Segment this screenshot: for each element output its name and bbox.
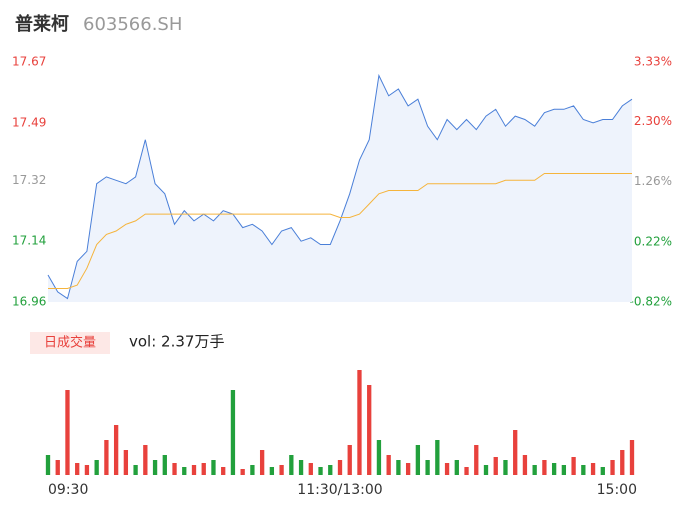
volume-bar [113,425,119,475]
volume-bar [279,465,284,475]
volume-bar [542,460,547,475]
volume-bar [45,455,51,475]
volume-bar [581,465,586,475]
volume-tag-bg [30,332,110,354]
volume-bar [318,467,323,475]
y-tick-label: 16.96 [12,295,46,309]
volume-bar [347,445,352,475]
volume-bar [405,463,411,475]
volume-bar [289,455,294,475]
volume-bar [172,463,177,475]
volume-bar [191,465,197,475]
volume-bar [590,463,596,475]
stock-name: 普莱柯 [15,13,69,35]
volume-bar [503,460,508,475]
volume-bar [367,385,372,475]
volume-bar [551,463,557,475]
y2-tick-label: -0.82% [630,295,672,309]
volume-bar [425,460,430,475]
volume-bar [123,450,129,475]
volume-bar [143,445,148,475]
stock-code: 603566.SH [83,14,182,35]
volume-bar [571,457,576,475]
volume-bar [464,467,469,475]
volume-bar [357,370,362,475]
volume-bar [513,430,518,475]
line-price [47,73,633,300]
x-tick-label: 09:30 [48,482,88,498]
y2-tick-label: 3.33% [634,55,672,69]
volume-bar [152,460,158,475]
volume-bar [162,455,167,475]
volume-bar [386,455,391,475]
volume-bar [474,445,479,475]
volume-bar [84,465,90,475]
volume-bar [396,460,401,475]
volume-bar [55,460,60,475]
volume-bar [269,467,275,475]
volume-bar [483,465,489,475]
volume-bar [454,460,459,475]
volume-bar [65,390,70,475]
volume-bar [328,465,333,475]
volume-bar [493,457,498,475]
volume-bar [230,390,236,475]
volume-tag: 日成交量 [44,335,96,351]
volume-bar [133,465,138,475]
x-tick-label: 11:30/13:00 [297,482,382,498]
volume-bar [250,465,255,475]
volume-bar [532,465,537,475]
volume-bar [240,469,245,475]
volume-bar [600,467,605,475]
x-tick-label: 15:00 [597,482,637,498]
volume-bar [337,460,343,475]
y-tick-label: 17.32 [12,173,46,187]
volume-bar [298,460,304,475]
volume-bar [201,463,206,475]
volume-bar [376,440,382,475]
line-average [48,173,632,289]
volume-bar [104,440,109,475]
volume-bar [182,467,187,475]
volume-bar [620,450,625,475]
volume-bar [221,467,226,475]
volume-bar [629,440,635,475]
y2-tick-label: 2.30% [634,114,672,128]
volume-bar [444,463,450,475]
volume-text: vol: 2.37万手 [129,333,224,351]
volume-bar [610,460,615,475]
y-tick-label: 17.67 [12,55,46,69]
volume-bar [94,460,99,475]
price-area [48,75,632,302]
volume-bar [308,463,313,475]
y-tick-label: 17.14 [12,234,46,248]
volume-bar [75,463,80,475]
y2-tick-label: 0.22% [634,234,672,248]
y2-tick-label: 1.26% [634,174,672,188]
volume-bar [259,450,265,475]
volume-bar [435,440,440,475]
volume-bar [415,445,421,475]
volume-bar [211,460,216,475]
y-tick-label: 17.49 [12,115,46,129]
volume-bar [522,455,528,475]
volume-bar [561,465,567,475]
